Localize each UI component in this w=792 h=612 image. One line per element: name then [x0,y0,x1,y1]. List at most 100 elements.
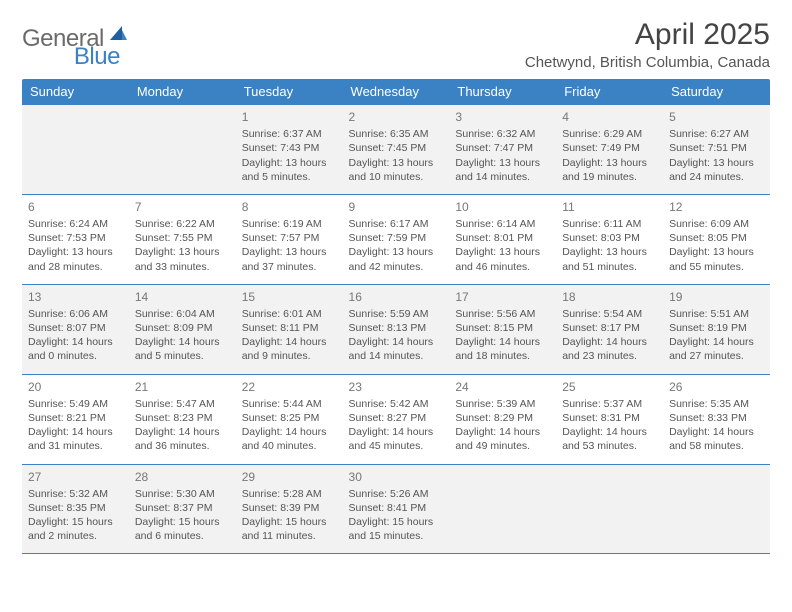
sunset-text: Sunset: 8:01 PM [455,231,550,245]
day-number: 6 [28,199,123,215]
daylight-text: and 15 minutes. [349,529,444,543]
daylight-text: Daylight: 14 hours [455,335,550,349]
day-header: Wednesday [343,79,450,105]
sunset-text: Sunset: 8:37 PM [135,501,230,515]
sunrise-text: Sunrise: 5:37 AM [562,397,657,411]
daylight-text: and 46 minutes. [455,260,550,274]
day-header: Thursday [449,79,556,105]
day-number: 4 [562,109,657,125]
calendar-cell: 9Sunrise: 6:17 AMSunset: 7:59 PMDaylight… [343,194,450,284]
calendar-cell: 17Sunrise: 5:56 AMSunset: 8:15 PMDayligh… [449,284,556,374]
calendar-cell: 10Sunrise: 6:14 AMSunset: 8:01 PMDayligh… [449,194,556,284]
calendar-row: 27Sunrise: 5:32 AMSunset: 8:35 PMDayligh… [22,464,770,554]
day-number: 25 [562,379,657,395]
day-number: 22 [242,379,337,395]
daylight-text: and 10 minutes. [349,170,444,184]
sunrise-text: Sunrise: 5:26 AM [349,487,444,501]
calendar-row: 13Sunrise: 6:06 AMSunset: 8:07 PMDayligh… [22,284,770,374]
sunset-text: Sunset: 7:49 PM [562,141,657,155]
calendar-cell: 2Sunrise: 6:35 AMSunset: 7:45 PMDaylight… [343,105,450,195]
sunset-text: Sunset: 8:23 PM [135,411,230,425]
day-header: Saturday [663,79,770,105]
day-number: 26 [669,379,764,395]
day-number: 21 [135,379,230,395]
sunrise-text: Sunrise: 5:32 AM [28,487,123,501]
daylight-text: Daylight: 13 hours [455,245,550,259]
sunrise-text: Sunrise: 6:24 AM [28,217,123,231]
daylight-text: Daylight: 13 hours [242,156,337,170]
sunset-text: Sunset: 7:51 PM [669,141,764,155]
page-title: April 2025 [525,18,770,52]
daylight-text: and 5 minutes. [242,170,337,184]
calendar-cell-empty [663,464,770,554]
daylight-text: and 37 minutes. [242,260,337,274]
sunset-text: Sunset: 8:19 PM [669,321,764,335]
calendar-cell: 22Sunrise: 5:44 AMSunset: 8:25 PMDayligh… [236,374,343,464]
calendar-cell-empty [129,105,236,195]
day-number: 24 [455,379,550,395]
daylight-text: and 14 minutes. [455,170,550,184]
calendar-cell: 1 Sunrise: 6:37 AMSunset: 7:43 PMDaylight… [236,105,343,195]
sunrise-text: Sunrise: 6:37 AM [242,127,337,141]
daylight-text: and 19 minutes. [562,170,657,184]
daylight-text: Daylight: 15 hours [28,515,123,529]
sunrise-text: Sunrise: 6:09 AM [669,217,764,231]
sunset-text: Sunset: 8:35 PM [28,501,123,515]
day-number: 2 [349,109,444,125]
daylight-text: and 31 minutes. [28,439,123,453]
sunset-text: Sunset: 7:43 PM [242,141,337,155]
day-number: 15 [242,289,337,305]
day-number: 16 [349,289,444,305]
daylight-text: Daylight: 13 hours [562,156,657,170]
daylight-text: and 42 minutes. [349,260,444,274]
sunset-text: Sunset: 8:21 PM [28,411,123,425]
sunset-text: Sunset: 8:39 PM [242,501,337,515]
day-number: 23 [349,379,444,395]
daylight-text: Daylight: 13 hours [349,156,444,170]
calendar-cell: 24Sunrise: 5:39 AMSunset: 8:29 PMDayligh… [449,374,556,464]
daylight-text: Daylight: 14 hours [135,425,230,439]
day-number: 7 [135,199,230,215]
sunset-text: Sunset: 7:47 PM [455,141,550,155]
day-number: 8 [242,199,337,215]
sunset-text: Sunset: 8:03 PM [562,231,657,245]
daylight-text: and 0 minutes. [28,349,123,363]
calendar-cell: 18Sunrise: 5:54 AMSunset: 8:17 PMDayligh… [556,284,663,374]
logo: General Blue [22,24,178,53]
calendar-cell: 19Sunrise: 5:51 AMSunset: 8:19 PMDayligh… [663,284,770,374]
daylight-text: Daylight: 15 hours [135,515,230,529]
daylight-text: Daylight: 13 hours [242,245,337,259]
sunset-text: Sunset: 8:31 PM [562,411,657,425]
sunrise-text: Sunrise: 6:35 AM [349,127,444,141]
daylight-text: and 28 minutes. [28,260,123,274]
day-number: 14 [135,289,230,305]
sunrise-text: Sunrise: 6:19 AM [242,217,337,231]
sunset-text: Sunset: 8:33 PM [669,411,764,425]
daylight-text: and 6 minutes. [135,529,230,543]
day-number: 10 [455,199,550,215]
day-number: 18 [562,289,657,305]
daylight-text: and 58 minutes. [669,439,764,453]
sunrise-text: Sunrise: 5:59 AM [349,307,444,321]
sunset-text: Sunset: 8:29 PM [455,411,550,425]
daylight-text: and 2 minutes. [28,529,123,543]
daylight-text: Daylight: 13 hours [28,245,123,259]
daylight-text: and 5 minutes. [135,349,230,363]
sunrise-text: Sunrise: 6:04 AM [135,307,230,321]
daylight-text: Daylight: 13 hours [669,156,764,170]
daylight-text: Daylight: 14 hours [28,335,123,349]
daylight-text: Daylight: 13 hours [349,245,444,259]
sunset-text: Sunset: 7:59 PM [349,231,444,245]
daylight-text: and 27 minutes. [669,349,764,363]
day-number: 1 [242,109,337,125]
day-number: 28 [135,469,230,485]
calendar-cell: 27Sunrise: 5:32 AMSunset: 8:35 PMDayligh… [22,464,129,554]
day-number: 13 [28,289,123,305]
day-number: 3 [455,109,550,125]
sunrise-text: Sunrise: 6:27 AM [669,127,764,141]
calendar-cell-empty [22,105,129,195]
sunrise-text: Sunrise: 5:39 AM [455,397,550,411]
sunset-text: Sunset: 8:07 PM [28,321,123,335]
sunrise-text: Sunrise: 5:30 AM [135,487,230,501]
sunrise-text: Sunrise: 6:32 AM [455,127,550,141]
